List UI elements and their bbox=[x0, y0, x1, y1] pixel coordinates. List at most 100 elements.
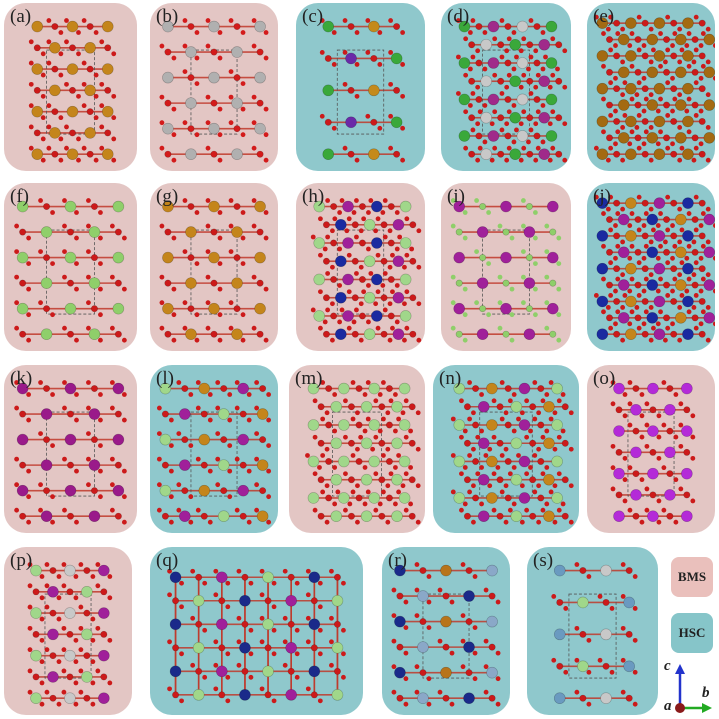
atom bbox=[480, 38, 492, 51]
atom bbox=[81, 671, 93, 683]
oxygen-atom bbox=[605, 157, 611, 163]
atom bbox=[526, 114, 534, 122]
panel-a: (a) bbox=[4, 3, 137, 171]
oxygen-atom bbox=[540, 507, 546, 513]
oxygen-atom bbox=[337, 319, 343, 325]
oxygen-atom bbox=[195, 405, 201, 411]
oxygen-atom bbox=[167, 592, 172, 598]
oxygen-atom bbox=[648, 272, 654, 278]
atom bbox=[646, 99, 659, 111]
atom bbox=[112, 433, 125, 446]
oxygen-atom bbox=[182, 249, 188, 254]
oxygen-atom bbox=[533, 121, 539, 127]
oxygen-atom bbox=[712, 223, 715, 228]
oxygen-atom bbox=[213, 686, 219, 692]
atom bbox=[208, 200, 220, 213]
atom bbox=[417, 641, 429, 653]
oxygen-atom bbox=[194, 312, 200, 318]
atom bbox=[338, 382, 350, 395]
oxygen-atom bbox=[568, 446, 574, 452]
atom bbox=[387, 239, 395, 247]
oxygen-atom bbox=[533, 235, 538, 241]
oxygen-atom bbox=[171, 286, 177, 292]
oxygen-atom bbox=[38, 198, 43, 203]
atom bbox=[239, 594, 251, 607]
atom bbox=[164, 150, 172, 158]
oxygen-atom bbox=[629, 276, 635, 282]
oxygen-atom bbox=[312, 507, 318, 513]
atom bbox=[355, 385, 363, 393]
oxygen-atom bbox=[634, 125, 640, 130]
atom bbox=[472, 421, 480, 429]
atom bbox=[310, 644, 318, 652]
oxygen-atom bbox=[254, 507, 260, 513]
oxygen-atom bbox=[459, 398, 464, 404]
atom bbox=[615, 448, 623, 456]
oxygen-atom bbox=[310, 307, 316, 313]
atom bbox=[342, 310, 354, 322]
oxygen-atom bbox=[482, 66, 488, 72]
oxygen-atom bbox=[400, 125, 406, 131]
atom bbox=[691, 314, 699, 322]
panel-label: (j) bbox=[593, 186, 611, 207]
atom bbox=[393, 150, 401, 158]
oxygen-atom bbox=[450, 198, 456, 203]
oxygen-atom bbox=[679, 227, 685, 233]
oxygen-atom bbox=[86, 274, 91, 280]
oxygen-atom bbox=[305, 639, 311, 645]
atom bbox=[613, 85, 621, 93]
oxygen-atom bbox=[282, 568, 288, 574]
oxygen-atom bbox=[90, 659, 96, 665]
atom bbox=[162, 251, 174, 264]
oxygen-atom bbox=[337, 283, 343, 288]
atom bbox=[218, 691, 226, 699]
oxygen-atom bbox=[627, 288, 633, 294]
atom bbox=[101, 148, 114, 160]
oxygen-atom bbox=[251, 94, 257, 100]
atom bbox=[239, 461, 247, 469]
atom bbox=[254, 302, 266, 315]
atom bbox=[43, 436, 51, 444]
atom bbox=[30, 607, 42, 619]
atom bbox=[264, 691, 272, 699]
oxygen-atom bbox=[499, 91, 505, 96]
atom bbox=[408, 403, 416, 411]
oxygen-atom bbox=[76, 51, 81, 57]
oxygen-atom bbox=[643, 211, 649, 216]
oxygen-atom bbox=[98, 443, 103, 448]
atom bbox=[510, 437, 523, 450]
atom bbox=[472, 385, 480, 393]
oxygen-atom bbox=[698, 75, 704, 81]
oxygen-atom bbox=[700, 243, 706, 249]
atom bbox=[104, 86, 112, 94]
oxygen-atom bbox=[98, 235, 103, 241]
oxygen-atom bbox=[497, 325, 503, 331]
oxygen-atom bbox=[317, 604, 323, 610]
oxygen-atom bbox=[468, 66, 473, 72]
oxygen-atom bbox=[644, 486, 650, 492]
atom bbox=[385, 385, 393, 393]
oxygen-atom bbox=[632, 669, 638, 675]
oxygen-atom bbox=[514, 127, 519, 133]
atom bbox=[66, 105, 79, 118]
atom bbox=[358, 312, 366, 320]
oxygen-atom bbox=[213, 568, 219, 574]
atom bbox=[264, 644, 272, 652]
oxygen-atom bbox=[159, 223, 165, 229]
oxygen-atom bbox=[64, 39, 69, 45]
atom bbox=[19, 512, 27, 520]
oxygen-atom bbox=[665, 194, 671, 200]
oxygen-atom bbox=[205, 300, 211, 306]
oxygen-atom bbox=[341, 627, 346, 633]
oxygen-atom bbox=[468, 30, 473, 35]
oxygen-atom bbox=[416, 228, 422, 234]
atom bbox=[40, 328, 53, 340]
oxygen-atom bbox=[526, 66, 531, 72]
atom bbox=[698, 199, 706, 207]
oxygen-atom bbox=[312, 398, 318, 404]
oxygen-atom bbox=[552, 519, 558, 525]
panel-label: (l) bbox=[156, 368, 174, 389]
atom bbox=[114, 228, 122, 236]
oxygen-atom bbox=[62, 223, 67, 229]
oxygen-atom bbox=[672, 31, 678, 36]
